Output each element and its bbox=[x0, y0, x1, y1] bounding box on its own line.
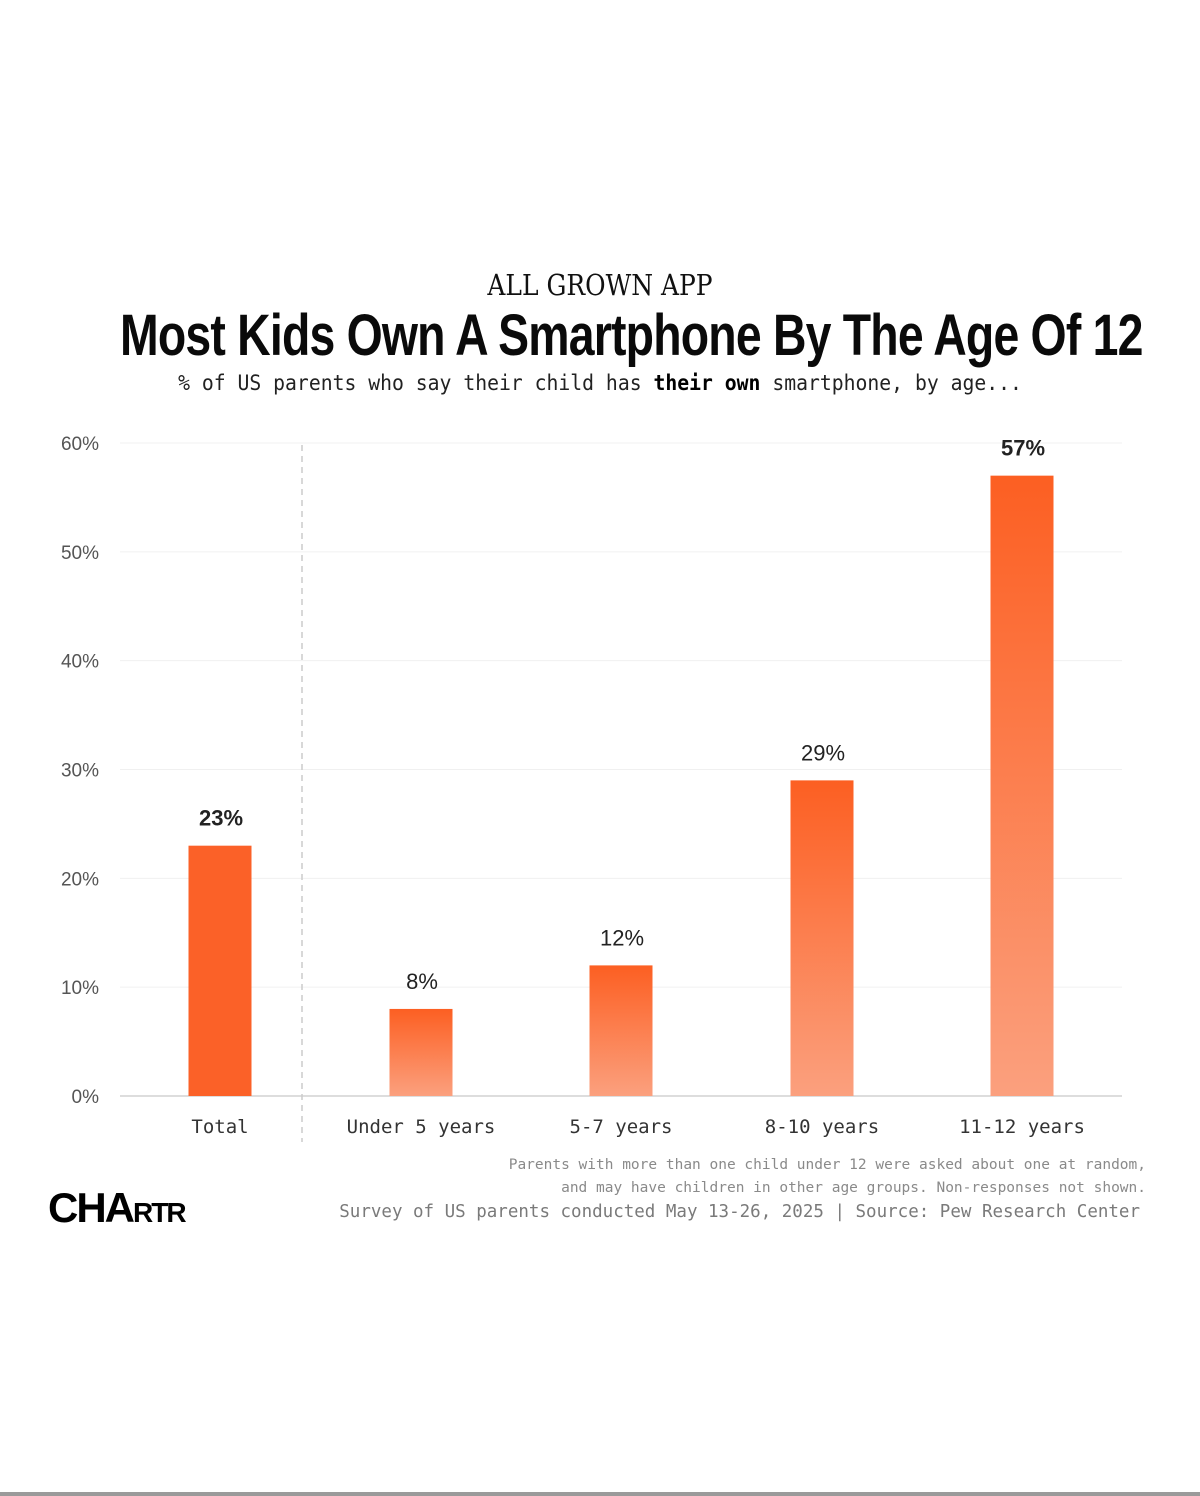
value-labels: 23% 8% 12% 29% 57% bbox=[199, 436, 1045, 994]
y-tick-label: 0% bbox=[72, 1087, 100, 1108]
value-label: 23% bbox=[199, 806, 243, 831]
value-label: 29% bbox=[801, 740, 845, 765]
chart-title: Most Kids Own A Smartphone By The Age Of… bbox=[120, 303, 1143, 368]
footnote-line-1: Parents with more than one child under 1… bbox=[508, 1157, 1146, 1173]
bottom-rule bbox=[0, 1492, 1200, 1496]
y-tick-label: 40% bbox=[61, 652, 99, 673]
chart-subtitle: % of US parents who say their child has … bbox=[36, 371, 1164, 395]
chart-kicker: ALL GROWN APP bbox=[487, 268, 713, 302]
value-label: 8% bbox=[406, 969, 438, 994]
source-line: Survey of US parents conducted May 13-26… bbox=[339, 1202, 1140, 1222]
bar-under-5-years bbox=[389, 1008, 453, 1096]
bars bbox=[188, 475, 1054, 1096]
footnote-line-2: and may have children in other age group… bbox=[561, 1180, 1146, 1196]
y-tick-label: 10% bbox=[61, 978, 99, 999]
value-label: 12% bbox=[600, 925, 644, 950]
y-axis-ticks: 0% 10% 20% 30% 40% 50% 60% bbox=[61, 434, 99, 1108]
subtitle-emphasis: their own bbox=[653, 371, 761, 395]
subtitle-text-before: % of US parents who say their child has bbox=[178, 371, 654, 395]
subtitle-text-after: smartphone, by age... bbox=[760, 371, 1022, 395]
category-label: Under 5 years bbox=[347, 1116, 496, 1138]
category-label: 5-7 years bbox=[570, 1116, 673, 1138]
y-tick-label: 50% bbox=[61, 543, 99, 564]
category-label: 11-12 years bbox=[959, 1116, 1085, 1138]
bar-total bbox=[188, 845, 252, 1096]
category-labels: Total Under 5 years 5-7 years 8-10 years 11-… bbox=[191, 1116, 1085, 1138]
chartr-logo: CHARTR bbox=[48, 1184, 187, 1232]
y-tick-label: 60% bbox=[61, 434, 99, 455]
y-tick-label: 30% bbox=[61, 761, 99, 782]
y-tick-label: 20% bbox=[61, 869, 99, 890]
logo-big-letters: CHA bbox=[48, 1184, 135, 1231]
bar-8-10-years bbox=[790, 780, 854, 1096]
bar-11-12-years bbox=[990, 475, 1054, 1096]
category-label: Total bbox=[191, 1116, 248, 1138]
bar-5-7-years bbox=[589, 965, 653, 1096]
value-label: 57% bbox=[1001, 436, 1045, 461]
category-label: 8-10 years bbox=[765, 1116, 879, 1138]
logo-small-letters: RTR bbox=[133, 1197, 187, 1228]
